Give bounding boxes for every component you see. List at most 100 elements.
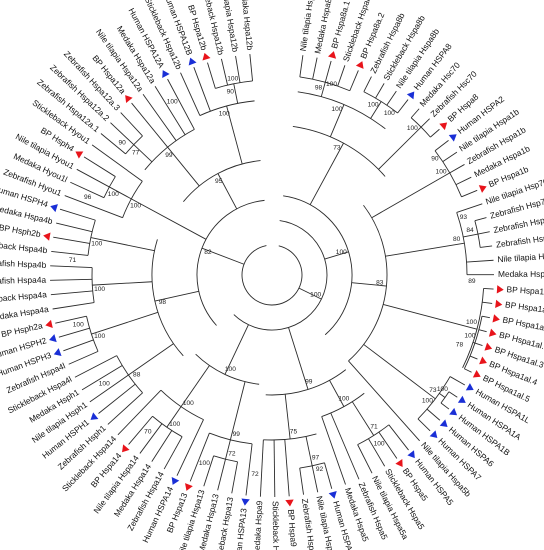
clade-stem: [439, 393, 446, 398]
clade-stem: [371, 172, 450, 219]
clade-arc: [87, 219, 96, 256]
branch-segment: [357, 444, 373, 474]
branch-segment: [388, 424, 409, 451]
clade-stem: [288, 327, 309, 390]
blue-triangle-icon: [465, 383, 474, 391]
clade-stem: [217, 173, 238, 210]
branch-segment: [50, 290, 93, 296]
branch-segment: [284, 439, 290, 497]
leaf-label: Zebrafish Hspa9: [300, 498, 319, 550]
branch-segment: [76, 168, 110, 188]
clade-stem: [226, 105, 243, 165]
bootstrap-value: 71: [69, 257, 77, 264]
clade-stem: [133, 144, 153, 163]
branch-segment: [100, 133, 126, 155]
red-triangle-icon: [479, 356, 487, 365]
bootstrap-value: 73: [429, 387, 437, 394]
branch-segment: [58, 327, 90, 338]
bootstrap-value: 100: [464, 332, 475, 339]
clade-stem: [363, 344, 436, 400]
clade-stem: [329, 104, 345, 137]
branch-segment: [330, 412, 360, 480]
bootstrap-value: 71: [370, 424, 378, 431]
branch-segment: [56, 222, 93, 233]
branch-segment: [337, 65, 346, 87]
clade-arc: [283, 195, 353, 336]
branch-segment: [478, 329, 487, 333]
branch-segment: [410, 108, 420, 119]
branch-segment: [477, 231, 490, 235]
bootstrap-value: 97: [312, 455, 320, 462]
root-arc: [241, 245, 303, 306]
leaf-label: Nile tilapia Hsp70: [497, 250, 544, 264]
bootstrap-value: 100: [167, 98, 178, 105]
bootstrap-value: 98: [159, 299, 167, 306]
branch-segment: [397, 99, 409, 114]
clade-stem: [351, 282, 387, 287]
leaf-label: Medaka Hspa12b: [239, 0, 256, 51]
branch-segment: [98, 383, 136, 414]
leaf-label: BP Hspa1a.1: [506, 284, 544, 297]
leaf-label: Medaka Hspa4a: [0, 304, 50, 323]
branch-segment: [120, 112, 143, 137]
bootstrap-value: 100: [466, 319, 477, 326]
branch-segment: [220, 58, 229, 86]
bootstrap-value: 100: [225, 366, 236, 373]
clade-stem: [472, 341, 476, 344]
branch-segment: [449, 164, 465, 174]
clade-stem: [91, 311, 159, 335]
branch-segment: [249, 54, 254, 82]
branch-segment: [474, 217, 487, 222]
blue-triangle-icon: [448, 134, 457, 142]
bootstrap-value: 83: [376, 279, 384, 286]
bootstrap-value: 96: [84, 194, 92, 201]
red-triangle-icon: [125, 95, 133, 104]
bootstrap-value: 100: [310, 292, 321, 299]
clade-arc: [440, 391, 450, 404]
clade-stem: [128, 343, 174, 376]
branch-segment: [59, 208, 96, 221]
branch-segment: [378, 431, 398, 459]
blue-triangle-icon: [50, 204, 58, 213]
branch-segment: [51, 251, 89, 256]
blue-triangle-icon: [328, 491, 337, 499]
clade-stem: [225, 439, 231, 460]
bootstrap-value: 89: [468, 278, 476, 285]
clade-arc: [103, 176, 116, 198]
clade-arc: [86, 316, 99, 352]
red-triangle-icon: [439, 122, 448, 131]
branch-segment: [107, 392, 143, 425]
branch-segment: [273, 439, 276, 497]
branch-segment: [154, 86, 186, 135]
bootstrap-value: 70: [144, 429, 152, 436]
branch-segment: [53, 236, 90, 244]
clade-stem: [284, 394, 291, 440]
branch-segment: [163, 436, 183, 470]
blue-triangle-icon: [188, 57, 197, 66]
leaf-label: BP Hspa9: [286, 509, 299, 548]
branch-segment: [311, 465, 319, 493]
bootstrap-value: 100: [436, 169, 447, 176]
clade-stem: [309, 142, 344, 205]
blue-triangle-icon: [407, 450, 415, 459]
branch-segment: [245, 443, 253, 496]
bootstrap-value: 100: [183, 400, 194, 407]
red-triangle-icon: [202, 52, 211, 61]
branch-segment: [363, 76, 372, 92]
bootstrap-value: 99: [305, 379, 313, 386]
leaf-label: Stickleback Hspa9: [271, 501, 282, 550]
clade-arc: [265, 369, 347, 396]
branch-segment: [481, 315, 490, 319]
bootstrap-value: 72: [228, 450, 236, 457]
clade-stem: [351, 401, 375, 436]
bootstrap-value: 100: [73, 321, 84, 328]
bootstrap-value: 100: [169, 421, 180, 428]
branch-segment: [167, 78, 195, 130]
branch-segment: [193, 67, 211, 112]
bootstrap-value: 100: [99, 381, 110, 388]
branch-segment: [312, 57, 318, 80]
branch-segment: [480, 245, 493, 248]
branch-segment: [117, 389, 162, 436]
clade-stem: [324, 251, 349, 260]
